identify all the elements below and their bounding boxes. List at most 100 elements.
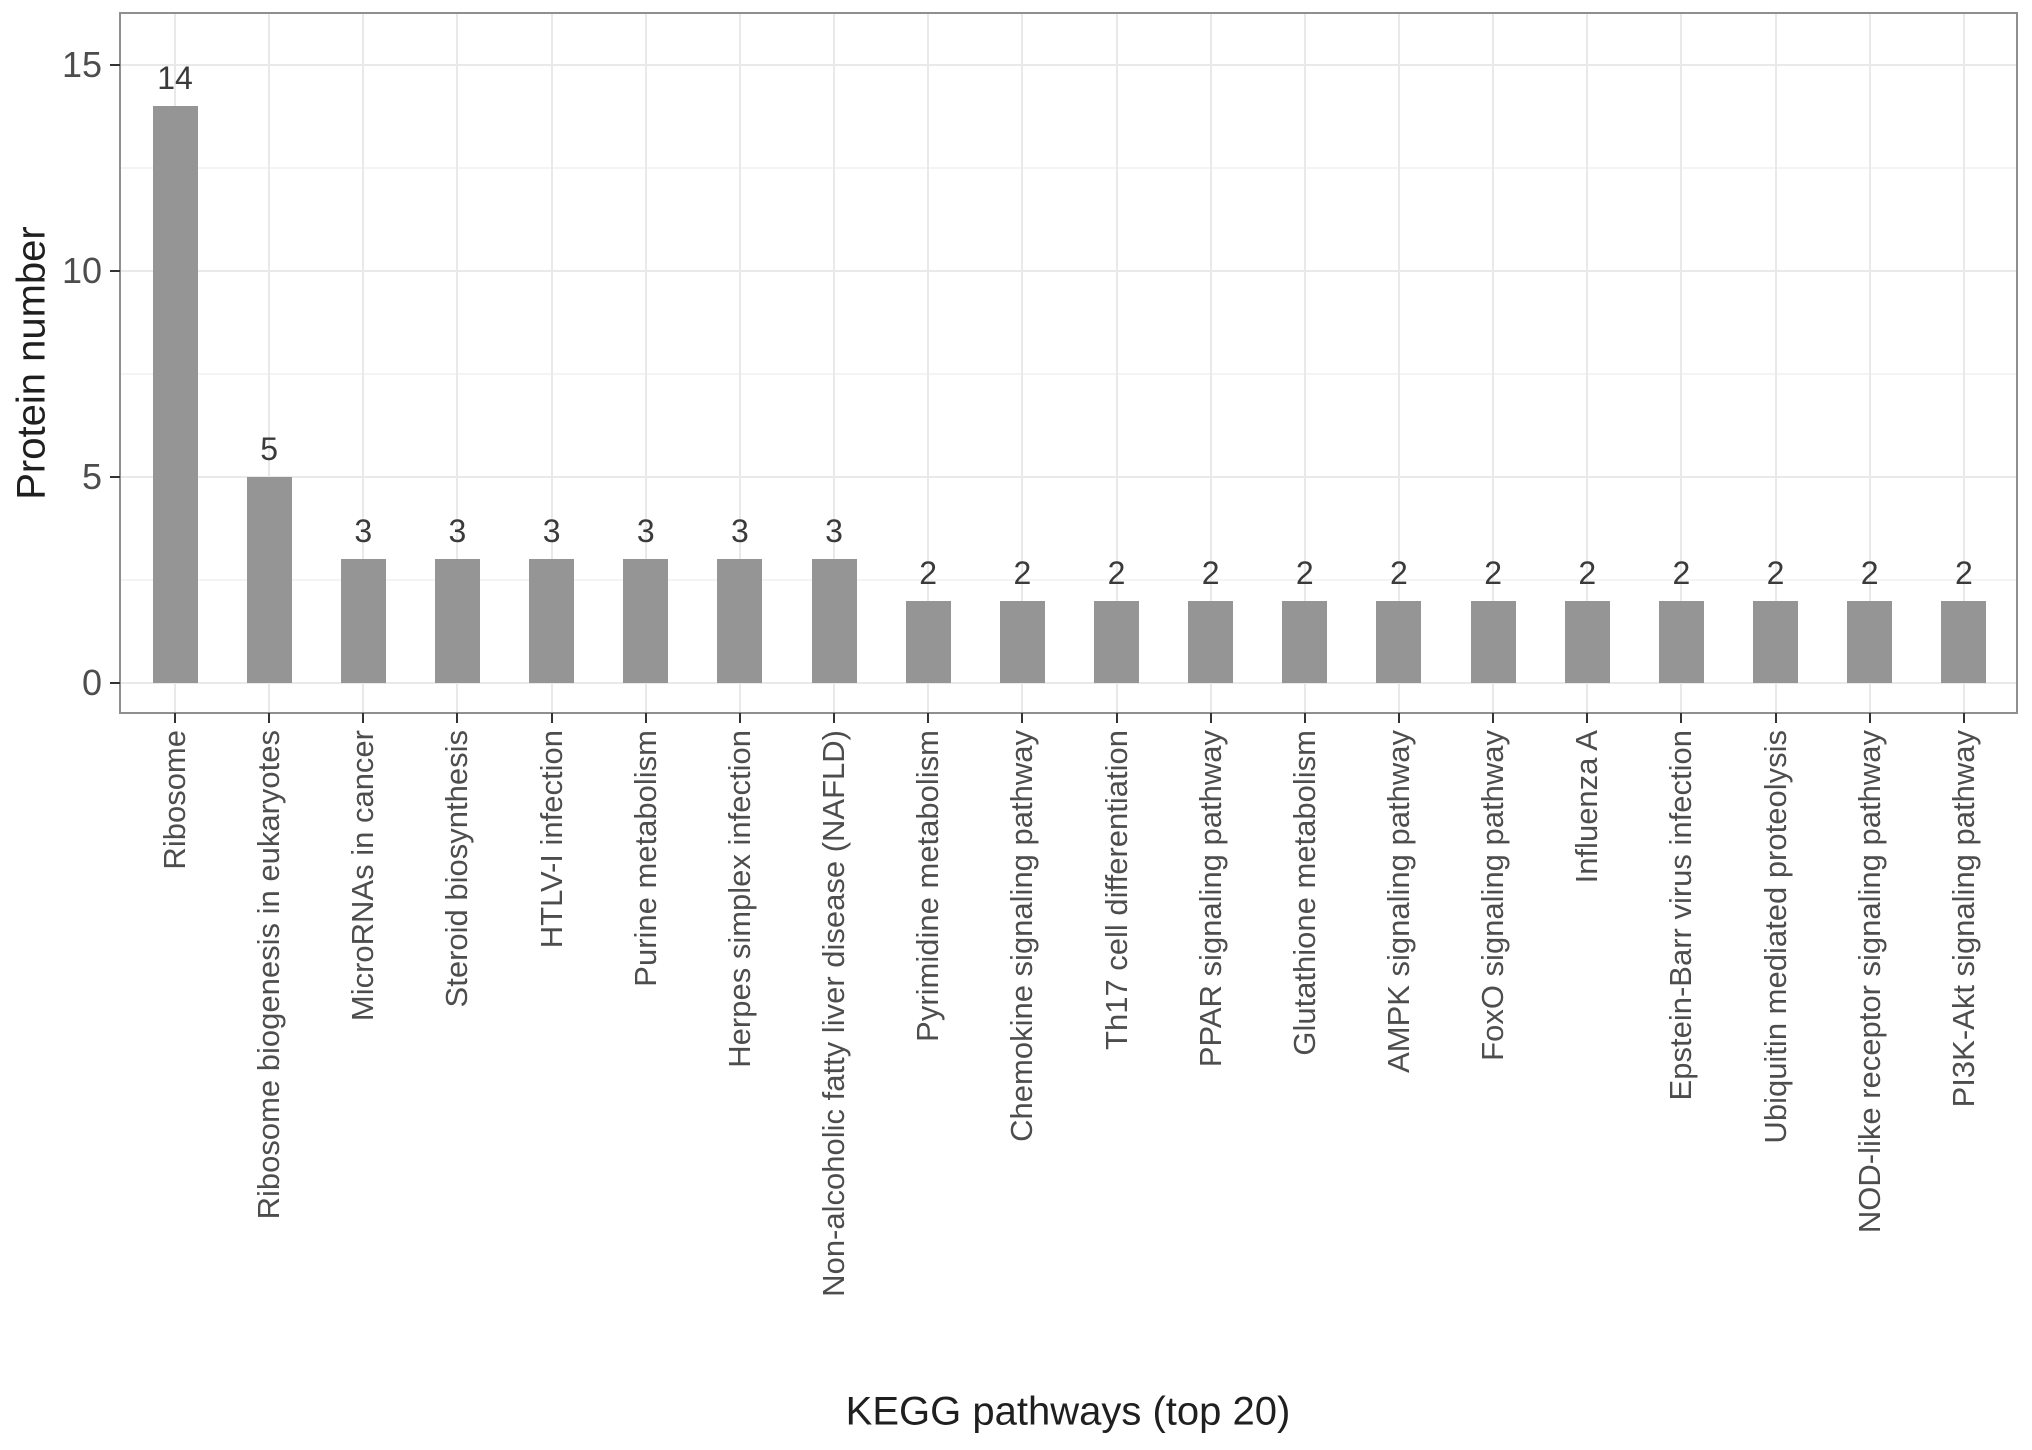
bar [1847, 600, 1893, 683]
x-tick-label: Th17 cell differentiation [1099, 730, 1135, 1055]
x-axis-tick [456, 713, 459, 723]
x-axis-tick [1586, 713, 1589, 723]
bar-value-label: 3 [636, 513, 655, 550]
bar-value-label: 2 [1578, 554, 1597, 591]
x-tick-label: Epstein-Barr virus infection [1663, 730, 1699, 1105]
x-axis-tick [1774, 713, 1777, 723]
x-axis-tick [833, 713, 836, 723]
bar [717, 559, 763, 683]
x-axis-tick [738, 713, 741, 723]
y-axis-tick [110, 270, 120, 272]
gridline-vertical-major [268, 13, 271, 713]
gridline-vertical-major [644, 13, 647, 713]
x-tick-label: Chemokine signaling pathway [1004, 730, 1040, 1147]
x-tick-label: PPAR signaling pathway [1193, 730, 1229, 1072]
x-tick-label: Ubiquitin mediated proteolysis [1758, 730, 1794, 1149]
gridline-vertical-major [550, 13, 553, 713]
bar-value-label: 2 [1484, 554, 1502, 591]
gridline-vertical-major [1021, 13, 1024, 713]
x-tick-label-text: Steroid biosynthesis [439, 730, 475, 1008]
bar-value-label: 14 [157, 60, 193, 97]
x-tick-label-text: MicroRNAs in cancer [345, 730, 381, 1022]
x-tick-label-text: FoxO signaling pathway [1475, 730, 1511, 1061]
bar [1564, 600, 1610, 683]
bar [1753, 600, 1799, 683]
gridline-horizontal-major [120, 270, 2017, 272]
bar [1094, 600, 1139, 683]
bar [811, 559, 857, 683]
gridline-horizontal-minor [120, 167, 2017, 169]
bar-value-label: 2 [919, 554, 938, 591]
x-axis-tick [1492, 713, 1495, 723]
x-tick-label: Purine metabolism [628, 730, 664, 992]
gridline-vertical-major [1962, 13, 1965, 713]
bar-value-label: 3 [542, 513, 561, 550]
bar-value-label: 2 [1201, 554, 1220, 591]
bar [340, 559, 386, 683]
bar [1188, 600, 1234, 683]
bar-value-label: 3 [825, 513, 843, 550]
x-tick-label-text: Pyrimidine metabolism [910, 730, 946, 1042]
gridline-vertical-major [362, 13, 365, 713]
gridline-vertical-major [1680, 13, 1683, 713]
x-tick-label: AMPK signaling pathway [1381, 730, 1417, 1078]
y-tick-label: 0 [81, 662, 102, 703]
x-tick-label-text: Ribosome biogenesis in eukaryotes [251, 730, 287, 1220]
gridline-vertical-major [1774, 13, 1777, 713]
x-tick-label: Steroid biosynthesis [439, 730, 475, 1012]
gridline-horizontal-major [120, 64, 2017, 66]
bar [999, 600, 1045, 683]
bar-value-label: 2 [1295, 554, 1314, 591]
bar [152, 106, 198, 683]
bar-value-label: 3 [730, 513, 749, 550]
bar-value-label: 2 [1672, 554, 1691, 591]
y-axis-tick [110, 682, 120, 684]
x-tick-label: Glutathione metabolism [1287, 730, 1323, 1061]
bar-value-label: 2 [1766, 554, 1785, 591]
x-axis-tick [927, 713, 930, 723]
x-tick-label-text: HTLV-I infection [533, 730, 569, 949]
x-tick-label-text: Ribosome [157, 730, 192, 870]
x-tick-label-text: Epstein-Barr virus infection [1663, 730, 1699, 1101]
x-axis-tick [174, 713, 176, 723]
x-axis-tick [1962, 713, 1965, 723]
x-tick-label: NOD-like receptor signaling pathway [1852, 730, 1888, 1238]
x-tick-label-text: Herpes simplex infection [721, 730, 757, 1068]
bar-value-label: 2 [1107, 554, 1126, 591]
gridline-horizontal-major [120, 476, 2017, 478]
x-tick-label: MicroRNAs in cancer [345, 730, 381, 1026]
x-axis-tick [268, 713, 271, 723]
gridline-vertical-major [738, 13, 741, 713]
bar [1470, 600, 1516, 683]
x-tick-label: Ribosome [157, 730, 193, 875]
bar [1941, 600, 1987, 683]
x-axis-tick [1680, 713, 1683, 723]
gridline-horizontal-minor [120, 579, 2017, 581]
gridline-vertical-major [1586, 13, 1589, 713]
bar [529, 559, 575, 683]
x-tick-label: FoxO signaling pathway [1475, 730, 1511, 1066]
y-axis-tick [110, 476, 120, 478]
x-tick-label-text: Influenza A [1569, 730, 1605, 884]
gridline-horizontal-minor [120, 373, 2017, 375]
bar [1282, 600, 1328, 683]
x-tick-label-text: Th17 cell differentiation [1098, 730, 1134, 1050]
bar-value-label: 3 [448, 513, 467, 550]
x-axis-tick [1397, 713, 1400, 723]
bar [246, 477, 292, 683]
x-tick-label-text: Ubiquitin mediated proteolysis [1757, 730, 1793, 1144]
gridline-vertical-major [1303, 13, 1306, 713]
y-tick-label: 15 [61, 44, 102, 85]
gridline-horizontal-major [120, 682, 2017, 684]
gridline-vertical-major [927, 13, 930, 713]
bar-value-label: 2 [1390, 554, 1408, 591]
x-tick-label-text: Non-alcoholic fatty liver disease (NAFLD… [816, 730, 852, 1297]
y-axis-title: Protein number [9, 226, 54, 500]
bar-value-label: 2 [1013, 554, 1032, 591]
